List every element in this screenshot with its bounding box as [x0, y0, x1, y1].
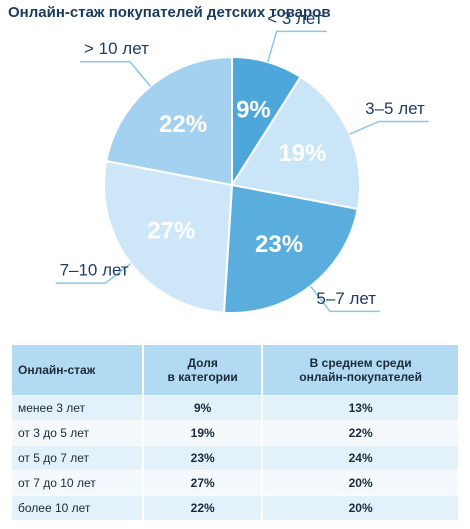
pie-slice [230, 75, 361, 211]
slice-label: 23% [255, 231, 303, 258]
table-cell: более 10 лет [12, 495, 144, 520]
table-row: от 3 до 5 лет 19% 22% [12, 420, 458, 446]
leader-line [349, 120, 429, 135]
leader-line [55, 262, 132, 284]
header-cell: Онлайн-стаж [12, 345, 144, 396]
table-cell: 23% [142, 445, 263, 471]
table-row: от 7 до 10 лет 27% 20% [12, 470, 458, 496]
header-cell: Доля в категории [142, 345, 263, 396]
category-label: 5–7 лет [316, 289, 376, 308]
table-row: от 5 до 7 лет 23% 24% [12, 445, 458, 471]
pie-slice [222, 183, 359, 314]
table-cell: от 3 до 5 лет [12, 420, 144, 446]
table-row: менее 3 лет 9% 13% [12, 395, 458, 421]
chart: Онлайн-стаж покупателей детских товаров … [8, 4, 429, 314]
table-cell: 22% [261, 420, 458, 446]
table-header: Онлайн-стаж Доля в категории В среднем сре… [12, 345, 458, 396]
pie-slice [103, 159, 234, 314]
category-label: 3–5 лет [365, 99, 425, 118]
table-cell: 22% [142, 495, 263, 520]
slice-label: 22% [159, 111, 207, 138]
table-row: более 10 лет 22% 20% [12, 495, 458, 520]
pie-slice [105, 55, 233, 187]
table-cell: 24% [261, 445, 458, 471]
table-cell: 9% [142, 395, 263, 421]
table-cell: 27% [142, 470, 263, 496]
table-cell: менее 3 лет [12, 395, 144, 421]
table-cell: 20% [261, 495, 458, 520]
table-cell: 13% [261, 395, 458, 421]
leader-line [80, 60, 151, 87]
leader-line [266, 30, 327, 63]
table-cell: от 5 до 7 лет [12, 445, 144, 471]
slice-label: 27% [147, 217, 195, 244]
category-label: > 10 лет [84, 39, 149, 58]
category-label: 7–10 лет [60, 261, 129, 280]
data-table: Онлайн-стаж Доля в категории В среднем сре… [12, 345, 458, 520]
header-cell: В среднем среди онлайн-покупателей [261, 345, 458, 396]
leader-line [309, 285, 381, 313]
table-cell: от 7 до 10 лет [12, 470, 144, 496]
chart-title: Онлайн-стаж покупателей детских товаров [8, 4, 331, 21]
slice-label: 19% [278, 140, 326, 167]
slice-label: 9% [236, 97, 271, 124]
table-cell: 19% [142, 420, 263, 446]
category-label: < 3 лет [267, 9, 323, 28]
table-cell: 20% [261, 470, 458, 496]
